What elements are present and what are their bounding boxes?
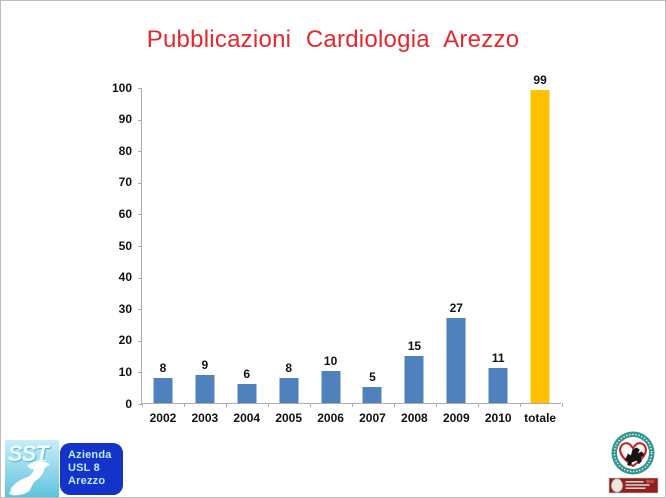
bar-slot-2008: 15 (393, 88, 435, 403)
bar-value-label: 8 (285, 360, 293, 375)
y-tick-label: 10 (118, 364, 132, 379)
x-tick-mark (478, 403, 479, 407)
pegasus-icon (9, 459, 50, 496)
bar-value-label: 11 (491, 351, 505, 366)
x-tick-mark (394, 403, 395, 407)
y-tick-label: 90 (118, 112, 132, 127)
x-tick-mark (142, 403, 143, 407)
y-tick-mark (138, 246, 142, 247)
bar-slot-2007: 5 (352, 88, 394, 403)
bar-slot-2002: 8 (142, 88, 184, 403)
bar-value-label: 9 (201, 357, 209, 372)
plot-area: 8 9 6 8 10 5 15 27 11 99 (142, 73, 561, 403)
bar-2008 (404, 355, 424, 403)
bar-value-label: 27 (449, 300, 463, 315)
y-tick-mark (138, 151, 142, 153)
x-category-label: 2007 (359, 411, 386, 425)
usl-badge-line-1: Azienda (68, 449, 112, 461)
bar-2004 (237, 384, 257, 403)
bar-slot-2006: 10 (310, 88, 352, 403)
y-tick-mark (138, 88, 142, 89)
y-tick-label: 80 (118, 143, 132, 158)
x-category-label: 2003 (191, 411, 219, 425)
usl-badge: Azienda USL 8 Arezzo (60, 443, 123, 495)
bar-slot-2003: 9 (184, 88, 226, 403)
y-tick-label: 40 (118, 270, 132, 285)
x-category-label: 2004 (233, 411, 261, 425)
y-tick-label: 50 (118, 238, 132, 253)
x-axis-labels: 2002 2003 2004 2005 2006 2007 2008 2009 2010 tota… (142, 411, 561, 425)
x-tick-mark (226, 403, 227, 407)
x-category-label: 2005 (275, 411, 303, 425)
usl-badge-line-3: Arezzo (68, 475, 106, 487)
sst-logo: SST (5, 440, 59, 497)
y-tick-mark (138, 119, 142, 121)
x-category-label: 2006 (317, 411, 344, 425)
bar-totale (530, 90, 550, 403)
x-tick-mark (268, 403, 269, 407)
y-tick-mark (138, 404, 142, 405)
y-tick-label: 100 (111, 80, 132, 95)
y-tick-mark (138, 182, 142, 184)
usl-badge-line-2: USL 8 (68, 462, 100, 474)
bar-2007 (362, 387, 382, 403)
y-tick-mark (138, 372, 142, 374)
bar-slot-2004: 6 (226, 88, 268, 403)
x-tick-mark (520, 403, 521, 407)
heart-icon (619, 442, 647, 468)
x-category-label: 2002 (149, 411, 177, 425)
x-tick-mark (562, 403, 563, 407)
bar-slot-2005: 8 (268, 88, 310, 403)
bar-value-label: 6 (243, 367, 251, 382)
x-tick-mark (352, 403, 353, 407)
cardiology-seal (608, 431, 659, 494)
x-category-label: totale (524, 411, 557, 425)
y-tick-label: 30 (118, 301, 132, 316)
y-tick-label: 70 (118, 175, 132, 190)
y-tick-mark (138, 214, 142, 216)
bar-value-label: 10 (323, 354, 338, 369)
y-tick-label: 20 (118, 333, 132, 348)
x-tick-mark (310, 403, 311, 407)
bar-2005 (279, 377, 299, 403)
x-category-label: 2009 (442, 411, 470, 425)
y-tick-mark (138, 277, 142, 279)
x-tick-mark (184, 403, 185, 407)
x-category-label: 2010 (484, 411, 512, 425)
bar-slot-totale: 99 (519, 73, 561, 403)
y-tick-mark (138, 340, 142, 342)
x-category-label: 2008 (401, 411, 428, 425)
bar-slot-2009: 27 (435, 88, 477, 403)
bar-2010 (488, 368, 508, 403)
chimera-icon (625, 447, 645, 466)
y-tick-label: 60 (118, 206, 132, 221)
bar-value-label: 15 (407, 338, 422, 353)
bar-slot-2010: 11 (477, 88, 519, 403)
bar-2009 (446, 317, 466, 403)
bar-value-label: 5 (369, 370, 376, 385)
bar-2003 (195, 374, 215, 403)
bar-chart: 8 9 6 8 10 5 15 27 11 99 2002 2003 2004 2005 2006 2007… (112, 73, 563, 425)
bar-2006 (321, 371, 341, 403)
y-tick-label: 0 (125, 396, 132, 411)
y-tick-mark (138, 309, 142, 311)
x-tick-mark (436, 403, 437, 407)
bar-value-label: 99 (533, 73, 547, 88)
seal-banner (608, 477, 659, 494)
bar-value-label: 8 (159, 360, 167, 375)
slide-title: Pubblicazioni Cardiologia Arezzo (146, 26, 520, 53)
bar-2002 (153, 377, 173, 403)
